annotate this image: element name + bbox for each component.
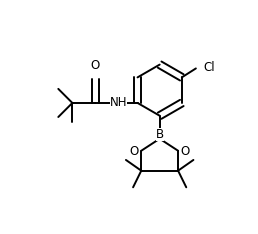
Text: O: O	[91, 58, 100, 72]
Text: B: B	[156, 128, 164, 141]
Text: Cl: Cl	[204, 61, 215, 74]
Text: O: O	[130, 145, 139, 158]
Text: O: O	[180, 145, 190, 158]
Text: NH: NH	[110, 96, 127, 109]
